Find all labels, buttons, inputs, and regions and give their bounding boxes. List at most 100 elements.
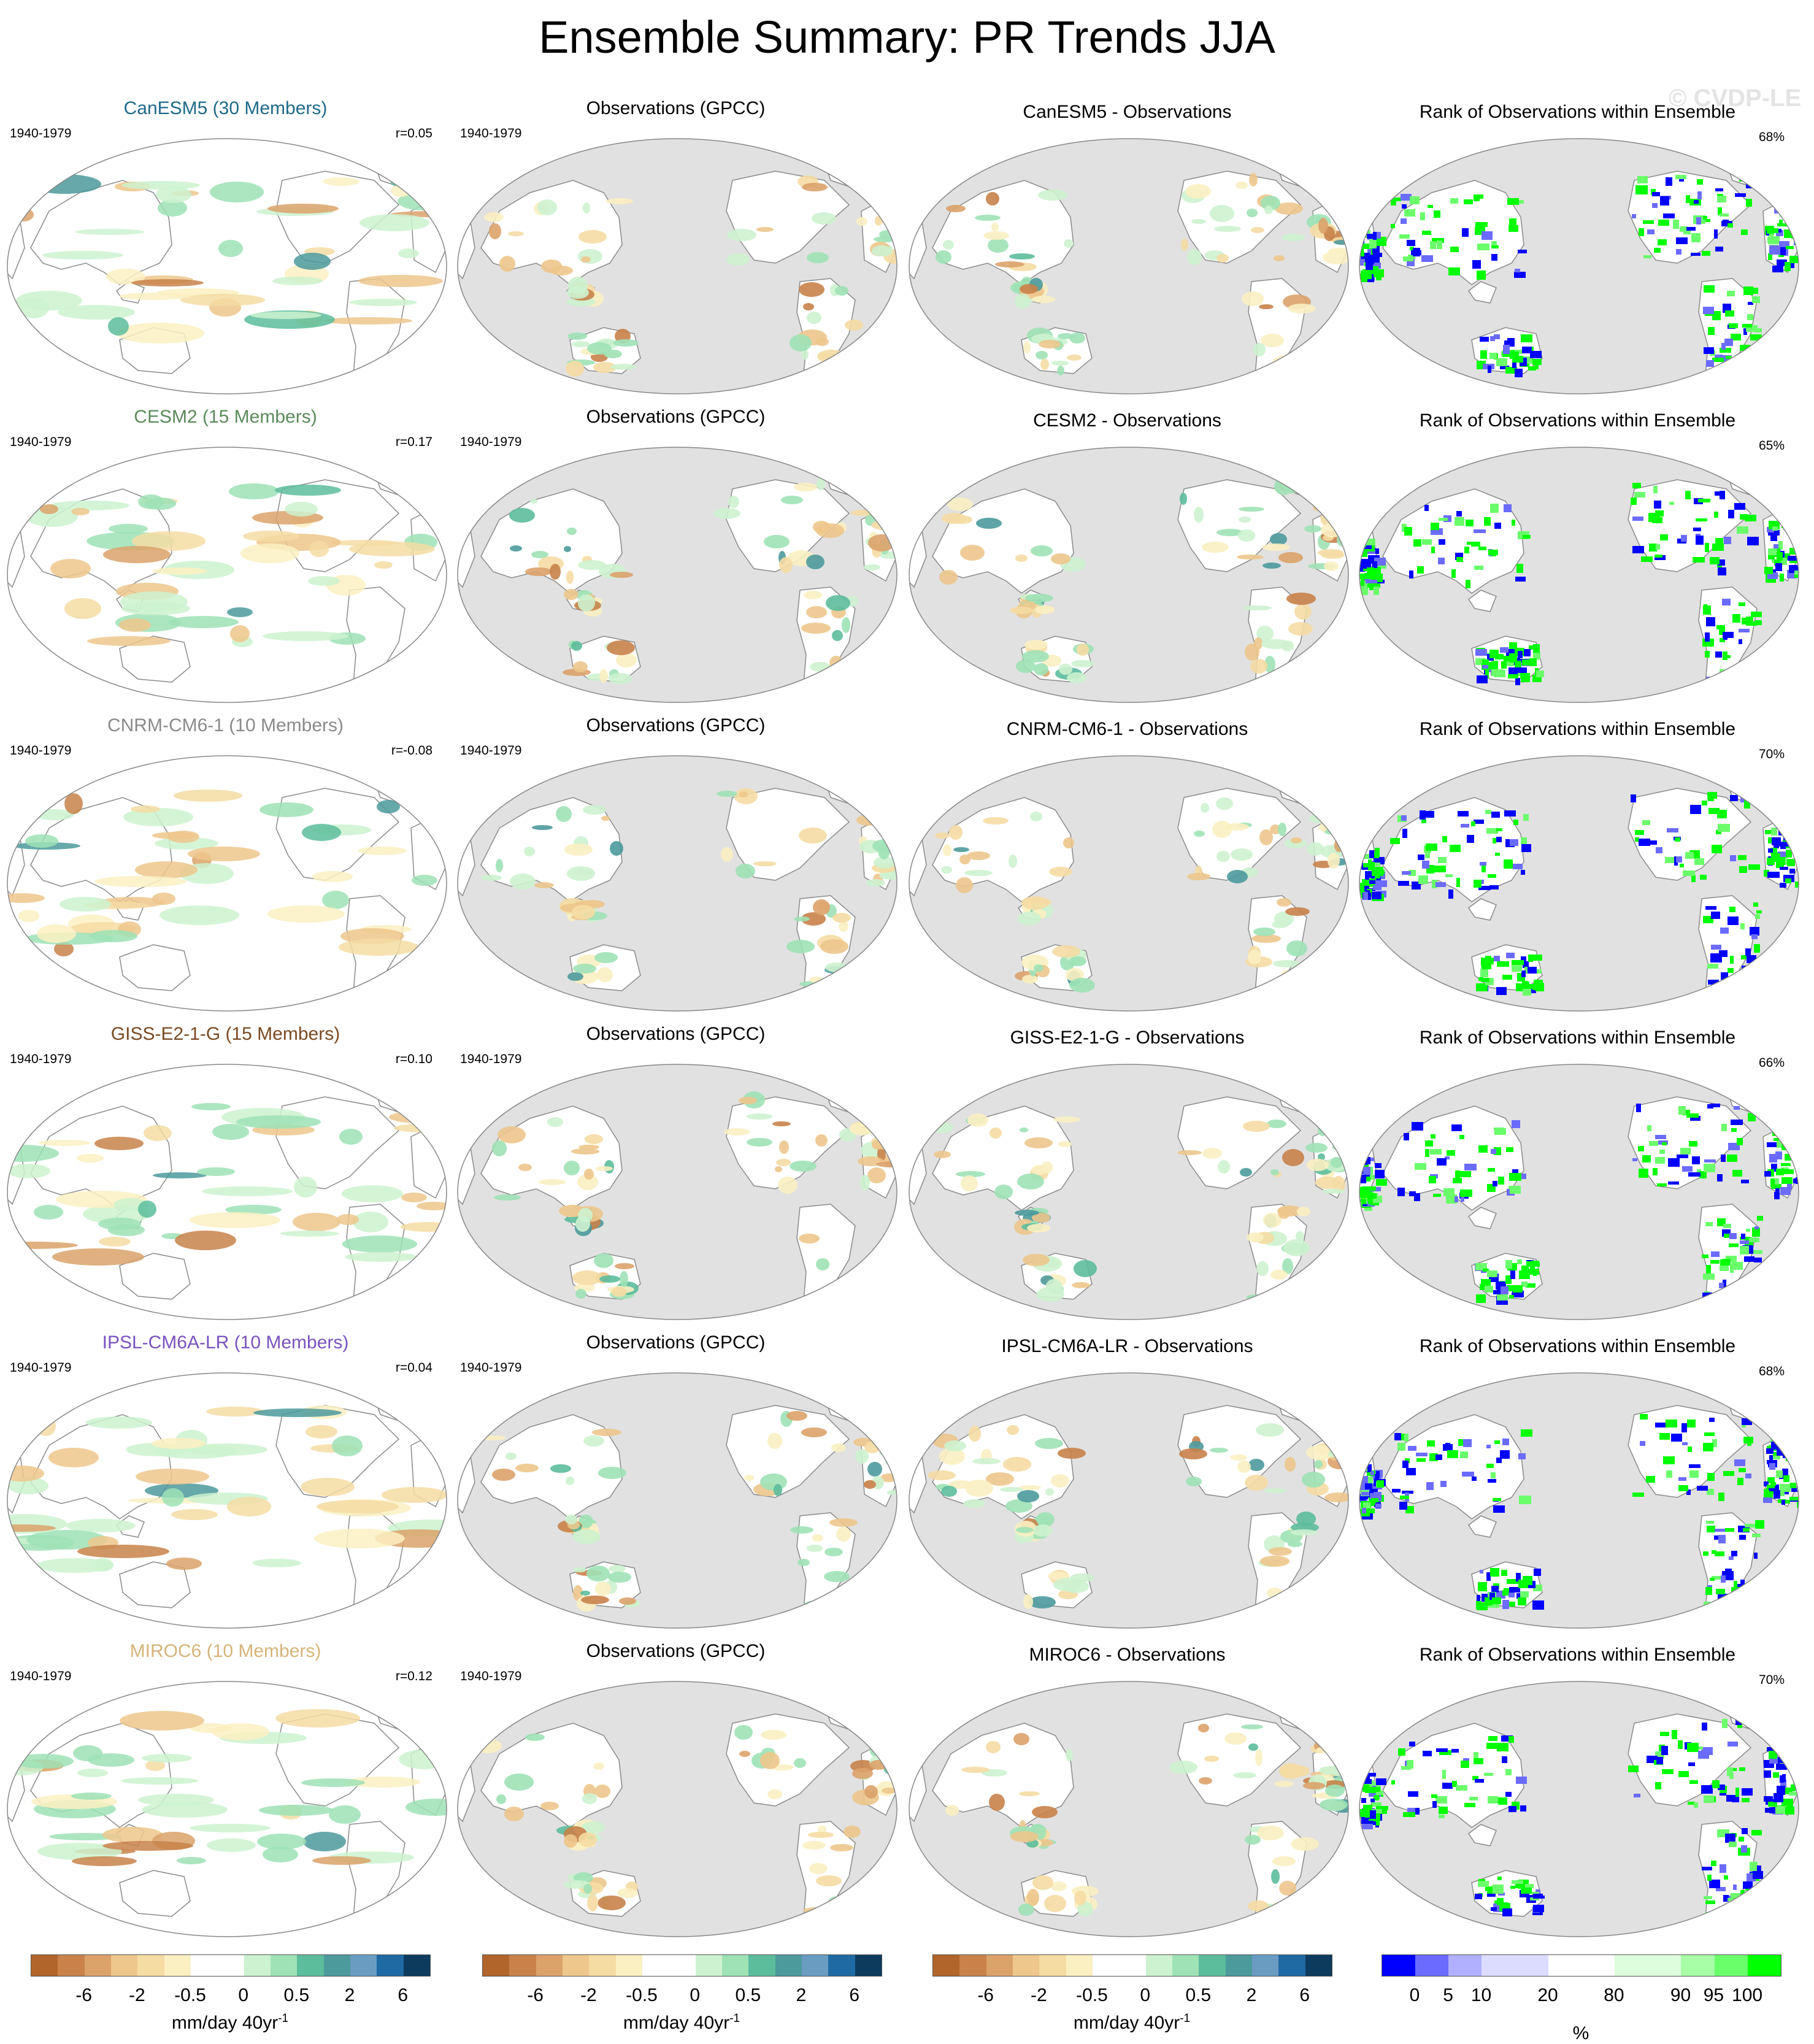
rank-cell	[1796, 1131, 1799, 1134]
rank-cell	[1475, 1779, 1484, 1783]
rank-cell	[1793, 217, 1799, 223]
obs-map	[457, 447, 897, 703]
rank-cell	[1717, 196, 1726, 202]
trend-patch	[1024, 1137, 1053, 1148]
trend-patch	[804, 1300, 821, 1311]
continent-outline	[1382, 180, 1524, 285]
rank-cell	[1504, 810, 1516, 816]
rank-cell	[1645, 840, 1657, 845]
rank-cell	[1416, 1458, 1426, 1462]
rank-cell	[1474, 529, 1486, 533]
rank-cell	[1673, 220, 1679, 229]
colorbar-tick-label: -6	[977, 1985, 994, 2005]
rank-cell	[1796, 1747, 1799, 1751]
rank-cell	[1767, 858, 1775, 865]
rank-cell	[1375, 1163, 1382, 1168]
rank-cell	[1752, 1534, 1761, 1537]
rank-cell	[1632, 517, 1643, 521]
continent-outline	[1177, 1096, 1302, 1189]
rank-cell	[1512, 965, 1522, 972]
rank-cell	[1459, 1171, 1471, 1177]
rank-cell	[1506, 953, 1515, 958]
trend-patch	[1035, 1438, 1063, 1449]
trend-patch	[946, 205, 966, 212]
trend-patch	[1331, 1157, 1343, 1168]
rank-cell	[1736, 1902, 1745, 1911]
rank-cell	[1746, 325, 1758, 332]
rank-cell	[1488, 1736, 1497, 1741]
rank-cell	[1360, 252, 1364, 256]
rank-cell	[1399, 1502, 1407, 1510]
rank-cell	[1703, 605, 1711, 615]
rank-cell	[1789, 1497, 1799, 1500]
rank-cell	[1779, 220, 1783, 225]
trend-patch	[1029, 1596, 1056, 1608]
trend-patch	[1286, 593, 1316, 605]
rank-cell	[1439, 539, 1445, 545]
rank-cell	[1360, 564, 1367, 569]
trend-patch	[1018, 912, 1041, 925]
rank-cell	[1437, 240, 1442, 249]
rank-cell	[1369, 571, 1378, 575]
rank-cell	[1777, 552, 1783, 561]
trend-patch	[1339, 1738, 1348, 1755]
rank-cell	[1485, 1286, 1493, 1293]
trend-patch	[1015, 294, 1031, 309]
rank-cell	[1368, 862, 1375, 870]
globe-outline	[909, 138, 1349, 394]
rank-cell	[1688, 1762, 1695, 1766]
rank-cell	[1742, 618, 1751, 624]
rank-cell	[1659, 1150, 1665, 1154]
rank-cell	[1494, 523, 1501, 529]
trend-patch	[1305, 1143, 1328, 1153]
trend-patch	[312, 871, 353, 882]
trend-patch	[259, 802, 313, 817]
colorbar-box	[1251, 1955, 1279, 1976]
rank-cell	[1725, 1834, 1735, 1843]
rank-cell	[1720, 348, 1731, 353]
trend-patch	[106, 269, 145, 285]
rank-cell	[1370, 1193, 1377, 1199]
rank-cell	[1494, 956, 1500, 961]
rank-cell	[1689, 1470, 1699, 1478]
trend-patch	[1245, 1835, 1261, 1845]
trend-patch	[64, 793, 83, 814]
rank-cell	[1733, 1885, 1737, 1890]
trend-patch	[1247, 375, 1262, 383]
trend-patch	[1297, 1207, 1310, 1216]
trend-patch	[1179, 1448, 1207, 1459]
rank-cell	[1533, 1269, 1537, 1276]
rank-cell	[1745, 1914, 1752, 1921]
trend-patch	[64, 598, 101, 619]
rank-cell	[1754, 1226, 1759, 1229]
trend-patch	[832, 913, 851, 923]
colorbar-box	[244, 1955, 271, 1976]
rank-cell	[1783, 1475, 1789, 1482]
rank-cell	[1635, 185, 1648, 194]
rank-cell	[1795, 211, 1799, 215]
rank-cell	[1768, 555, 1775, 559]
rank-cell	[1373, 251, 1378, 256]
trend-patch	[339, 939, 418, 956]
rank-cell	[1696, 518, 1707, 521]
rank-cell	[1442, 1770, 1446, 1779]
observations-title: Observations (GPCC)	[586, 1024, 766, 1044]
rank-cell	[1724, 655, 1731, 658]
rank-cell	[1361, 1199, 1366, 1204]
rank-cell	[1521, 844, 1531, 852]
rank-cell	[1659, 1433, 1670, 1440]
trend-patch	[1248, 950, 1261, 964]
rank-cell	[1502, 1590, 1508, 1596]
rank-cell	[1653, 486, 1658, 493]
rank-cell	[1768, 548, 1777, 555]
colorbar-tick-label: -0.5	[174, 1985, 206, 2005]
rank-cell	[1726, 356, 1732, 359]
rank-cell	[1475, 1894, 1482, 1899]
trend-patch	[94, 1137, 144, 1150]
trend-patch	[779, 1140, 789, 1154]
trend-patch	[144, 1125, 172, 1141]
trend-patch	[801, 1427, 827, 1437]
trend-patch	[567, 972, 583, 981]
rank-cell	[1504, 340, 1515, 347]
rank-cell	[1704, 1432, 1715, 1436]
